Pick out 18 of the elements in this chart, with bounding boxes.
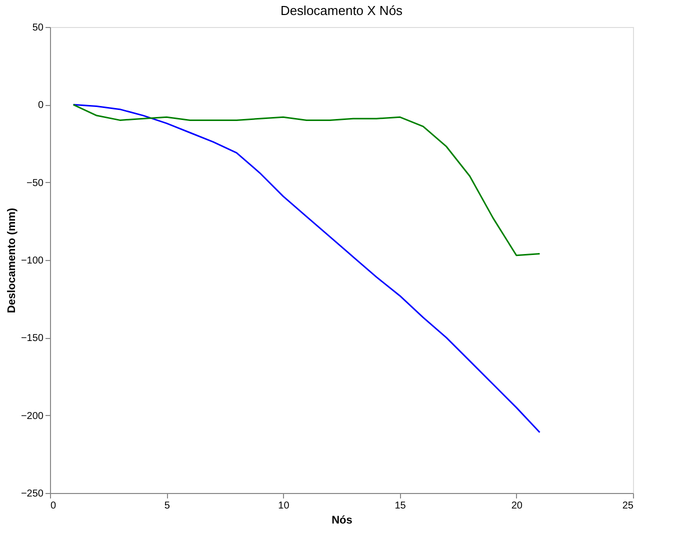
x-tick-label: 0 [50, 500, 56, 512]
line-series [72, 104, 540, 434]
y-tick-label: 50 [32, 22, 44, 34]
chart-title: Deslocamento X Nós [280, 3, 404, 18]
y-tick-label: −50 [26, 178, 44, 189]
y-axis-title: Deslocamento (mm) [6, 208, 18, 314]
x-tick-label: 10 [278, 500, 290, 512]
x-axis-title: Nós [332, 514, 352, 526]
x-tick-label: 20 [511, 500, 523, 512]
x-tick-label: 5 [164, 500, 170, 512]
y-tick-label: −150 [20, 333, 44, 344]
line-series [72, 104, 540, 256]
x-tick-label: 25 [622, 500, 634, 512]
y-tick-label: −200 [20, 410, 44, 422]
y-tick-label: 0 [38, 100, 44, 112]
y-tick-label: −250 [20, 488, 44, 500]
y-tick-label: −100 [20, 256, 44, 266]
x-tick-label: 15 [394, 500, 406, 512]
